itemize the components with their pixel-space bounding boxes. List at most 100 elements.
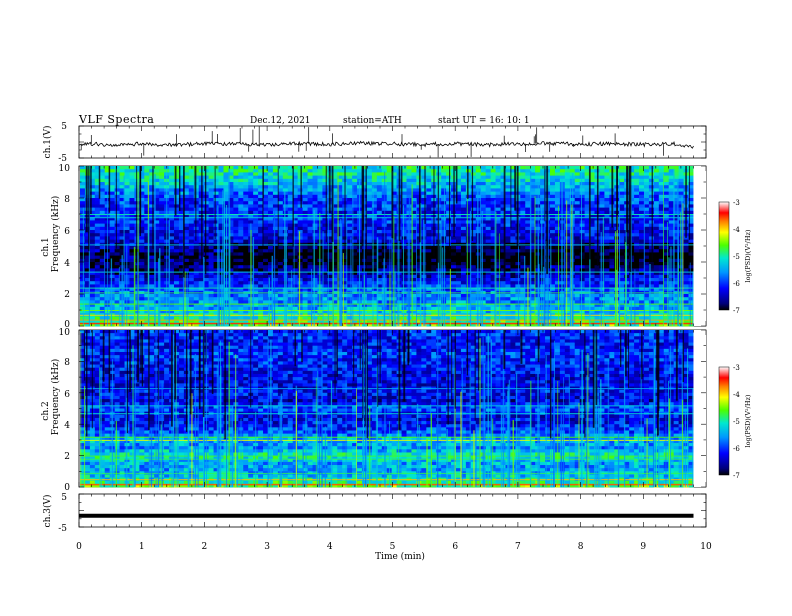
spec1-cell (505, 176, 510, 180)
spec1-cell (283, 307, 288, 311)
spec1-cell (471, 300, 476, 304)
spec1-cell (273, 195, 278, 199)
spec1-cell (505, 233, 510, 237)
spec1-cell (288, 211, 293, 215)
spec1-cell (214, 188, 219, 192)
spec1-cell (194, 249, 199, 253)
spec1-cell (110, 284, 115, 288)
spec1-cell (110, 300, 115, 304)
spec1-cell (446, 185, 451, 189)
spec1-cell (402, 316, 407, 320)
spec1-cell (471, 236, 476, 240)
spec1-cell (441, 268, 446, 272)
spec1-cell (446, 246, 451, 250)
spec1-cell (520, 201, 525, 205)
spec1-cell (303, 179, 308, 183)
spec1-cell (461, 188, 466, 192)
spec1-cell (278, 275, 283, 279)
spec1-cell (288, 220, 293, 224)
spec1-cell (273, 252, 278, 256)
spec1-cell (298, 268, 303, 272)
spec1-cell (283, 249, 288, 253)
spec1-cell (505, 185, 510, 189)
spec1-cell (387, 179, 392, 183)
spec1-cell (258, 249, 263, 253)
spec1-cell (129, 208, 134, 212)
spec1-cell (214, 176, 219, 180)
spec1-cell (90, 297, 95, 301)
spec1-cell (367, 259, 372, 263)
spec1-cell (441, 195, 446, 199)
spec1-cell (303, 256, 308, 260)
spec1-cell (387, 278, 392, 282)
spec1-cell (263, 198, 268, 202)
spec1-cell (421, 176, 426, 180)
spec1-cell (189, 275, 194, 279)
spec1-cell (426, 166, 431, 170)
spec1-cell (525, 198, 530, 202)
spec1-cell (209, 198, 214, 202)
spec1-cell (446, 230, 451, 234)
spec1-cell (308, 204, 313, 208)
spec1-cell (456, 297, 461, 301)
spec1-cell (80, 172, 85, 176)
spec1-cell (174, 240, 179, 244)
spec1-cell (426, 297, 431, 301)
spec1-cell (505, 179, 510, 183)
spec1-cell (505, 281, 510, 285)
spec1-cell (243, 233, 248, 237)
spec1-cell (278, 246, 283, 250)
spec1-cell (149, 278, 154, 282)
spec1-cell (125, 169, 130, 173)
spec1-cell (149, 211, 154, 215)
spec1-cell (451, 246, 456, 250)
spec1-cell (555, 227, 560, 231)
spec1-cell (263, 307, 268, 311)
spec1-cell (367, 179, 372, 183)
spec1-cell (204, 172, 209, 176)
spec1-cell (377, 220, 382, 224)
spec1-cell (283, 188, 288, 192)
spec1-cell (169, 198, 174, 202)
spec1-cell (308, 300, 313, 304)
spec1-cell (288, 259, 293, 263)
spec1-cell (248, 192, 253, 196)
spec1-cell (209, 284, 214, 288)
spec1-cell (278, 262, 283, 266)
spec1-cell (288, 201, 293, 205)
spec1-cell (446, 188, 451, 192)
spec1-cell (298, 249, 303, 253)
spec1-cell (303, 259, 308, 263)
spec1-cell (90, 249, 95, 253)
spec1-cell (308, 192, 313, 196)
spec1-cell (317, 204, 322, 208)
spec1-cell (471, 281, 476, 285)
spec1-cell (209, 265, 214, 269)
spec1-cell (456, 240, 461, 244)
spec1-cell (278, 182, 283, 186)
spec1-cell (303, 278, 308, 282)
spec1-cell (451, 278, 456, 282)
spec1-cell (426, 316, 431, 320)
spec1-cell (273, 240, 278, 244)
spec1-cell (461, 233, 466, 237)
spec1-cell (426, 230, 431, 234)
spec1-cell (555, 278, 560, 282)
spec1-cell (555, 188, 560, 192)
spec1-cell (377, 172, 382, 176)
spec1-cell (288, 230, 293, 234)
spec1-cell (461, 172, 466, 176)
spec1-cell (298, 204, 303, 208)
spec1-cell (520, 204, 525, 208)
spec1-cell (110, 307, 115, 311)
spec1-cell (372, 172, 377, 176)
spec1-cell (441, 169, 446, 173)
spec1-cell (520, 195, 525, 199)
spec1-cell (283, 316, 288, 320)
spec1-cell (125, 179, 130, 183)
spec1-cell (510, 275, 515, 279)
spec1-cell (461, 240, 466, 244)
spec1-cell (550, 182, 555, 186)
spec1-cell (95, 224, 100, 228)
